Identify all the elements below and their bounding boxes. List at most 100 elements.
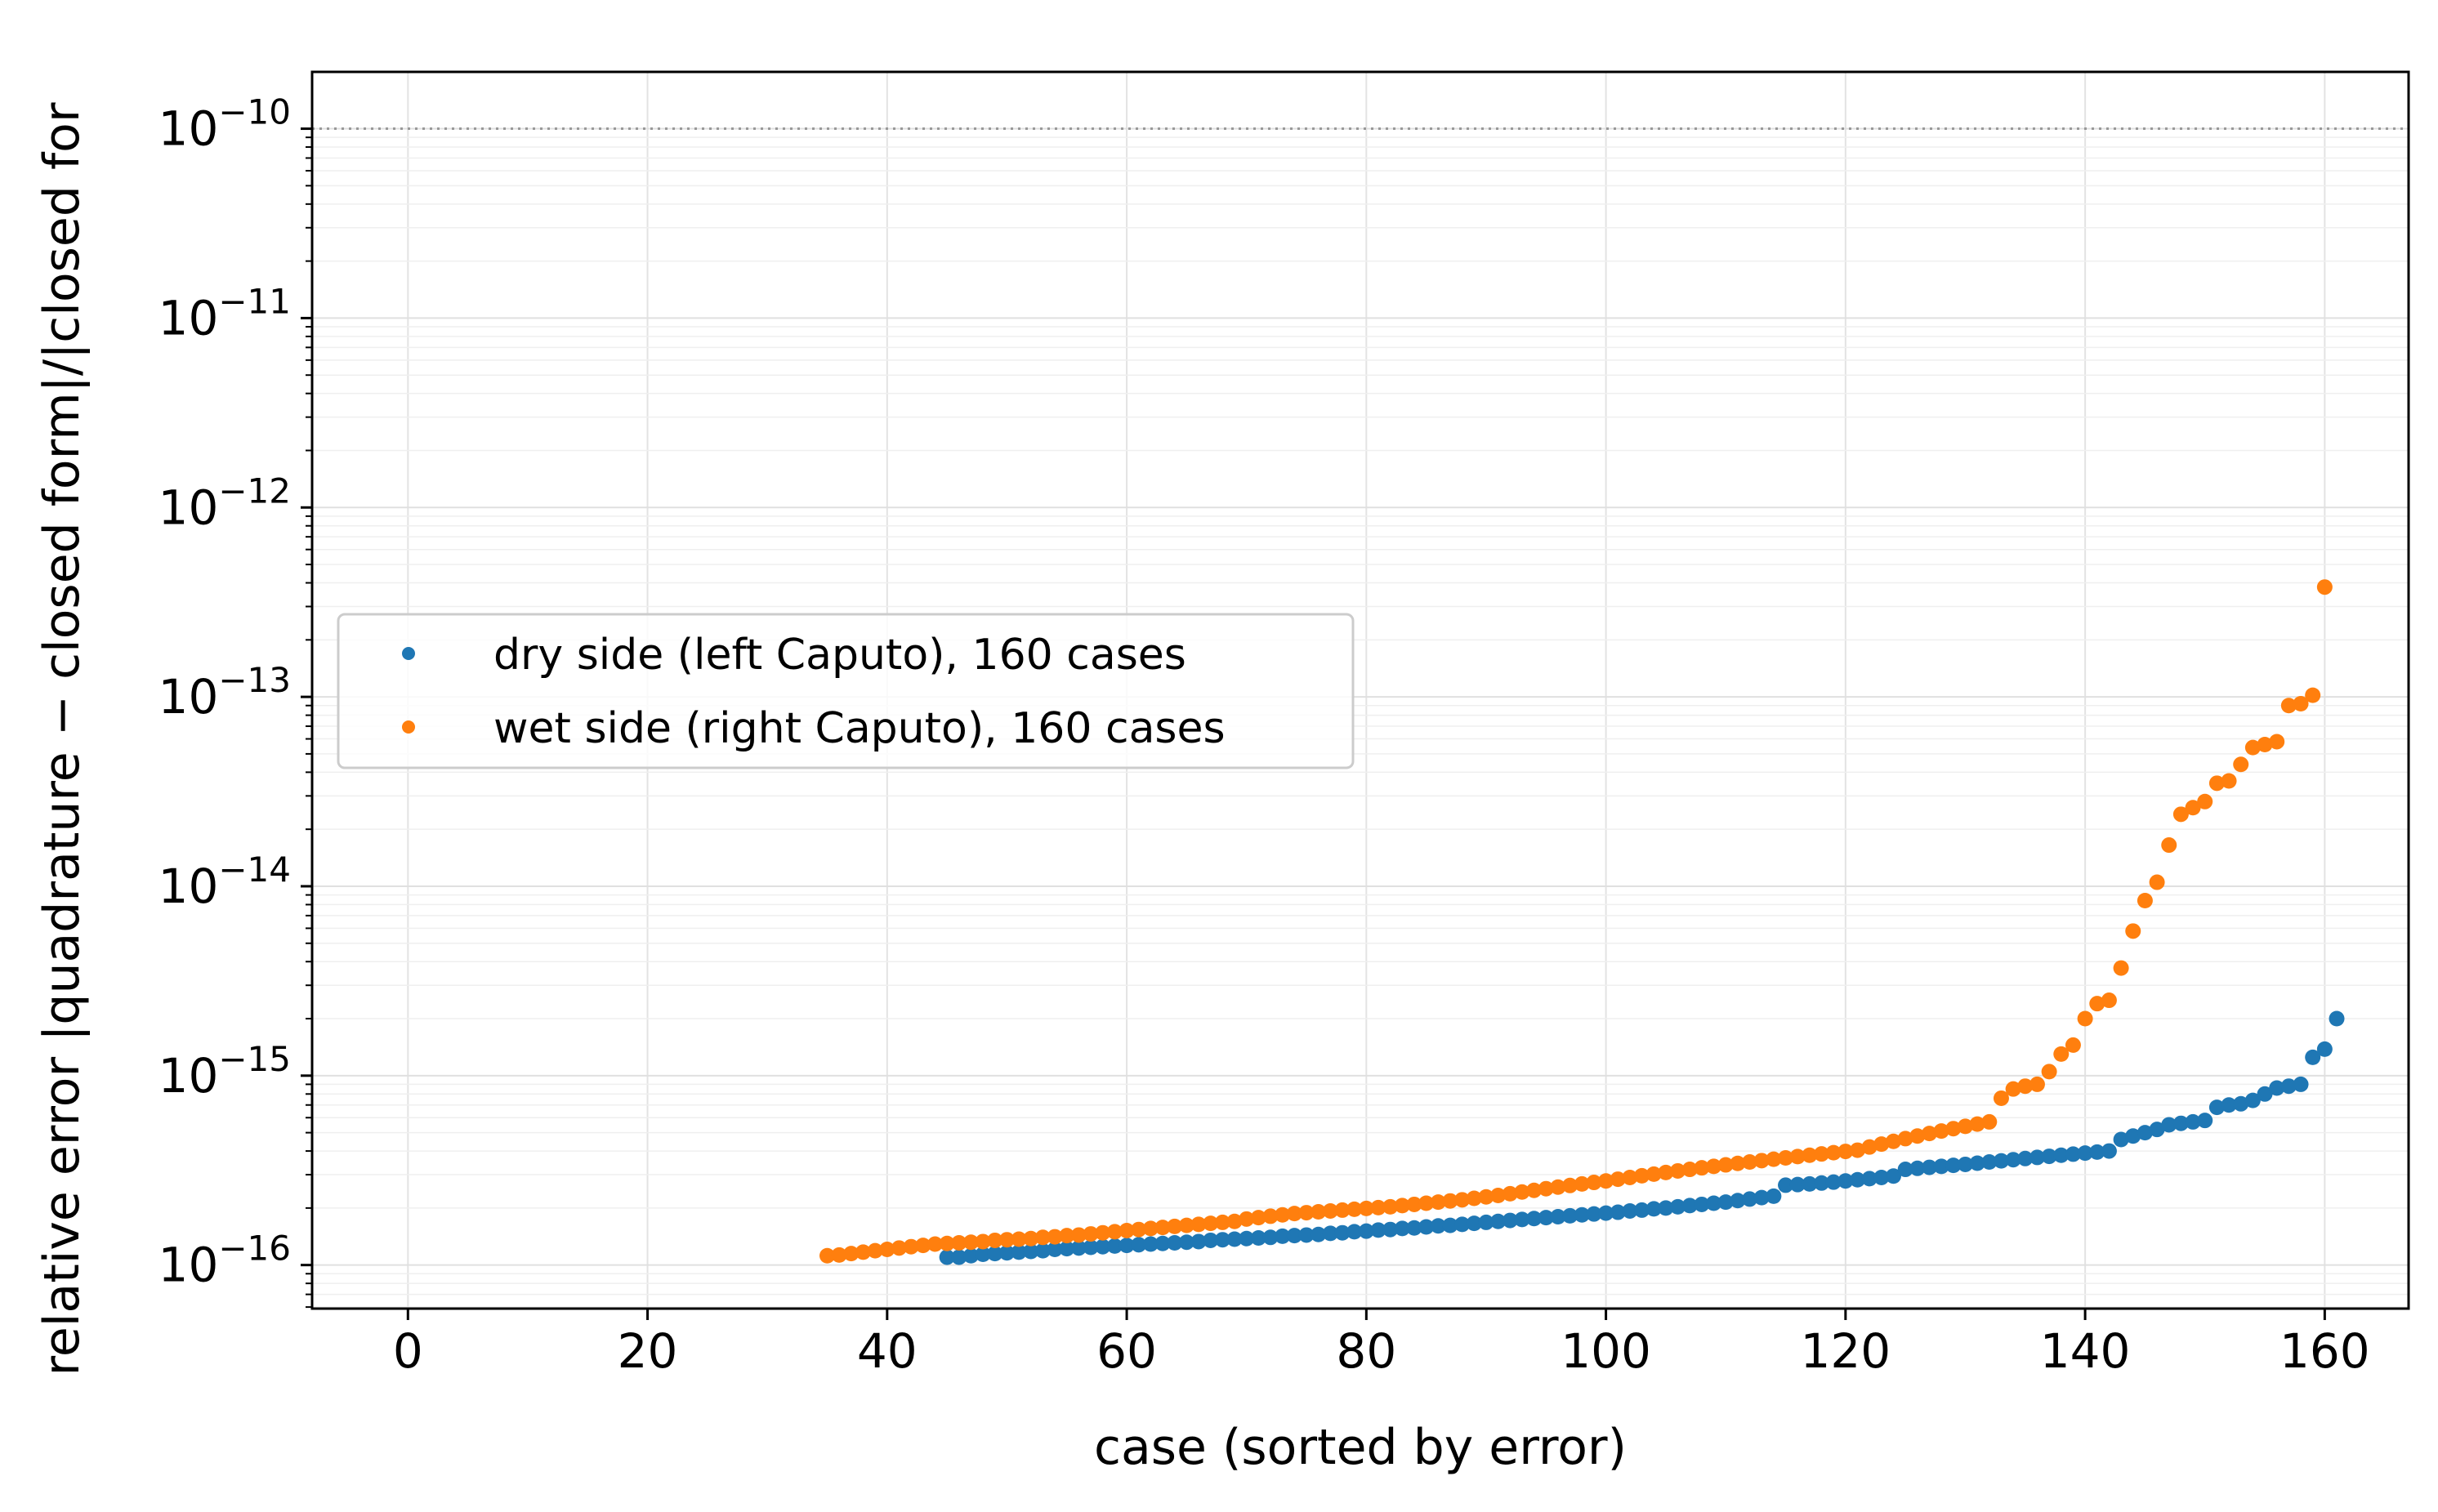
data-point-wet bbox=[1454, 1192, 1471, 1208]
data-point-wet bbox=[903, 1238, 919, 1255]
data-point-wet bbox=[1814, 1146, 1830, 1162]
data-point-wet bbox=[1694, 1160, 1710, 1176]
data-point-dry bbox=[1730, 1193, 1746, 1209]
data-point-wet bbox=[843, 1246, 860, 1262]
data-point-wet bbox=[2257, 736, 2273, 752]
data-point-wet bbox=[1825, 1144, 1842, 1161]
data-point-dry bbox=[1993, 1153, 2009, 1169]
data-point-dry bbox=[1322, 1225, 1338, 1242]
data-point-wet bbox=[1239, 1211, 1255, 1227]
y-tick-label: 10−12 bbox=[159, 471, 291, 535]
data-point-dry bbox=[2293, 1076, 2309, 1092]
data-point-dry bbox=[1909, 1160, 1926, 1176]
data-point-dry bbox=[1706, 1195, 1722, 1211]
data-point-dry bbox=[1753, 1189, 1770, 1206]
data-point-wet bbox=[1358, 1200, 1374, 1216]
data-point-dry bbox=[2185, 1113, 2201, 1130]
data-point-dry bbox=[1275, 1228, 1291, 1244]
data-point-wet bbox=[1226, 1213, 1243, 1229]
x-tick-label: 120 bbox=[1800, 1323, 1891, 1379]
data-point-dry bbox=[1850, 1171, 1866, 1188]
data-point-dry bbox=[2197, 1113, 2213, 1129]
data-point-wet bbox=[1670, 1162, 1686, 1179]
data-point-dry bbox=[1334, 1224, 1351, 1241]
data-point-wet bbox=[1154, 1220, 1171, 1236]
data-point-dry bbox=[1598, 1205, 1614, 1221]
data-points bbox=[819, 579, 2345, 1265]
data-point-wet bbox=[1047, 1229, 1063, 1245]
data-point-dry bbox=[2029, 1149, 2045, 1166]
data-point-dry bbox=[1442, 1217, 1458, 1233]
data-point-dry bbox=[1011, 1244, 1027, 1260]
data-point-dry bbox=[1634, 1202, 1650, 1218]
data-point-dry bbox=[2017, 1150, 2034, 1166]
data-point-wet bbox=[1286, 1206, 1302, 1222]
data-point-wet bbox=[1142, 1220, 1159, 1237]
data-point-wet bbox=[1730, 1155, 1746, 1171]
data-point-dry bbox=[1957, 1156, 1973, 1172]
data-point-dry bbox=[1203, 1232, 1219, 1248]
data-point-wet bbox=[1993, 1090, 2009, 1106]
data-point-dry bbox=[1358, 1223, 1374, 1239]
data-point-wet bbox=[1981, 1113, 1998, 1130]
data-point-dry bbox=[2041, 1148, 2057, 1165]
data-point-wet bbox=[1610, 1171, 1626, 1188]
x-tick-label: 80 bbox=[1336, 1323, 1396, 1379]
data-point-dry bbox=[1131, 1237, 1147, 1253]
legend-label-dry: dry side (left Caputo), 160 cases bbox=[493, 631, 1186, 680]
data-point-wet bbox=[1538, 1180, 1554, 1197]
y-tick-label: 10−11 bbox=[159, 281, 291, 346]
data-point-dry bbox=[1034, 1242, 1051, 1259]
data-point-dry bbox=[998, 1245, 1015, 1261]
data-point-dry bbox=[2233, 1095, 2249, 1112]
y-tick-label: 10−16 bbox=[159, 1229, 291, 1293]
data-point-wet bbox=[1550, 1179, 1566, 1195]
data-point-dry bbox=[1083, 1239, 1099, 1256]
data-point-wet bbox=[1778, 1149, 1794, 1166]
data-point-dry bbox=[1418, 1219, 1435, 1235]
data-point-dry bbox=[1861, 1171, 1878, 1187]
data-point-dry bbox=[1658, 1200, 1674, 1216]
data-point-dry bbox=[2161, 1117, 2177, 1133]
data-point-dry bbox=[1766, 1188, 1782, 1204]
data-point-wet bbox=[879, 1241, 895, 1257]
x-tick-label: 40 bbox=[857, 1323, 918, 1379]
data-point-dry bbox=[2065, 1146, 2081, 1162]
data-point-wet bbox=[2161, 837, 2177, 854]
data-point-dry bbox=[1586, 1206, 1602, 1222]
data-point-wet bbox=[2316, 579, 2333, 595]
data-point-wet bbox=[1514, 1184, 1530, 1200]
data-point-wet bbox=[1059, 1228, 1075, 1244]
data-point-wet bbox=[1622, 1169, 1638, 1185]
data-point-dry bbox=[1454, 1216, 1471, 1233]
data-point-wet bbox=[939, 1235, 955, 1251]
data-point-wet bbox=[1526, 1182, 1543, 1198]
y-tick-label: 10−10 bbox=[159, 92, 291, 157]
data-point-wet bbox=[2244, 739, 2261, 756]
data-point-wet bbox=[1802, 1147, 1818, 1163]
data-point-wet bbox=[855, 1244, 871, 1260]
data-point-dry bbox=[1370, 1222, 1386, 1238]
data-point-dry bbox=[1430, 1218, 1446, 1234]
data-point-wet bbox=[1897, 1131, 1913, 1147]
data-point-dry bbox=[2269, 1080, 2285, 1096]
data-point-dry bbox=[2221, 1097, 2237, 1113]
data-point-dry bbox=[1167, 1234, 1183, 1251]
data-point-wet bbox=[1442, 1193, 1458, 1209]
data-point-wet bbox=[1311, 1204, 1327, 1220]
data-point-dry bbox=[1670, 1198, 1686, 1215]
data-point-dry bbox=[1466, 1215, 1482, 1232]
data-point-wet bbox=[1083, 1226, 1099, 1242]
data-point-wet bbox=[1203, 1215, 1219, 1232]
data-point-dry bbox=[975, 1246, 991, 1262]
data-point-dry bbox=[1250, 1230, 1266, 1247]
data-point-dry bbox=[1262, 1229, 1279, 1246]
data-point-wet bbox=[1167, 1218, 1183, 1234]
data-point-wet bbox=[1586, 1175, 1602, 1191]
data-point-wet bbox=[1250, 1210, 1266, 1226]
data-point-wet bbox=[1885, 1133, 1901, 1149]
data-point-wet bbox=[1502, 1185, 1518, 1202]
data-point-dry bbox=[1921, 1159, 1937, 1175]
data-point-dry bbox=[1095, 1238, 1111, 1255]
data-point-wet bbox=[1742, 1154, 1758, 1171]
